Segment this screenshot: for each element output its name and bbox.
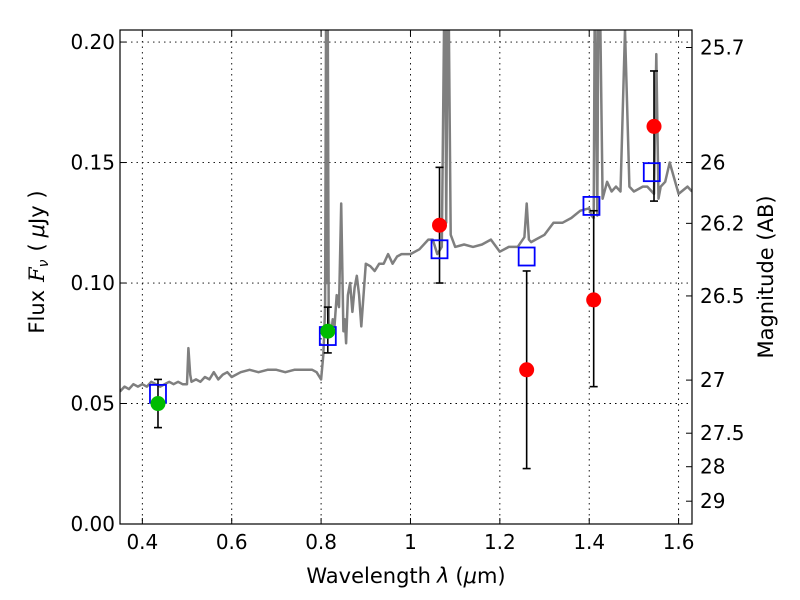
plot-area	[120, 30, 692, 470]
model-point	[642, 162, 661, 183]
y-tick-label: 0.20	[70, 30, 115, 54]
spectrum-line	[120, 30, 692, 393]
observed-point	[150, 396, 166, 412]
model-point	[430, 239, 449, 260]
mag-tick-label: 25.7	[700, 35, 745, 59]
mag-tick-label: 27.5	[700, 421, 745, 445]
y-tick-label: 0.05	[70, 392, 115, 416]
y-axis-label-left: FluxFν(μJy )	[25, 190, 52, 333]
x-axis-label: Wavelength λ (μm)	[306, 564, 505, 588]
x-tick-label: 0.4	[126, 530, 158, 554]
observed-point	[432, 217, 448, 233]
y-tick-label: 0.10	[70, 271, 115, 295]
x-tick-label: 1.2	[484, 530, 516, 554]
x-tick-label: 1.4	[573, 530, 605, 554]
y-tick-label: 0.00	[70, 512, 115, 536]
mag-tick-label: 26.5	[700, 284, 745, 308]
y-axis-label-right: Magnitude (AB)	[754, 195, 778, 358]
x-tick-label: 1.6	[663, 530, 695, 554]
x-tick-label: 1	[404, 530, 417, 554]
x-tick-label: 0.8	[305, 530, 337, 554]
grid	[120, 30, 692, 524]
mag-tick-label: 26	[700, 151, 725, 175]
model-point	[582, 196, 601, 216]
observed-point	[586, 292, 602, 308]
mag-tick-label: 28	[700, 455, 725, 479]
y-tick-label: 0.15	[70, 151, 115, 175]
model-point	[517, 246, 536, 267]
mag-tick-label: 26.2	[700, 211, 745, 235]
axis-ticks: 0.4 0.6 0.8 1 1.2 1.4 1.6 0.00 0.05 0.10 0.15 0.20 2…	[70, 30, 745, 554]
observed-point	[519, 362, 535, 378]
x-tick-label: 0.6	[216, 530, 248, 554]
observed-point	[320, 323, 336, 339]
mag-tick-label: 29	[700, 489, 725, 513]
mag-tick-label: 27	[700, 368, 725, 392]
plot-frame	[119, 29, 693, 525]
observed-point	[646, 118, 662, 134]
